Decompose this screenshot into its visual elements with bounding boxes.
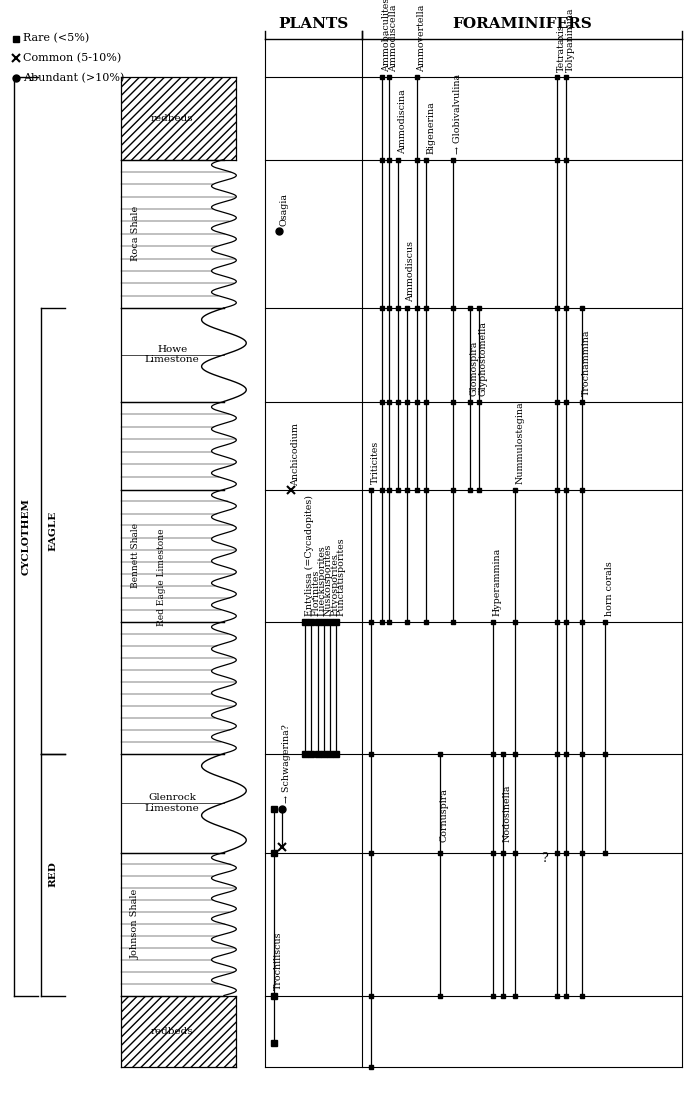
Text: → Globivalvulina: → Globivalvulina <box>453 74 462 154</box>
Text: Red Eagle Limestone: Red Eagle Limestone <box>157 529 167 626</box>
Text: Abundant (>10%): Abundant (>10%) <box>23 73 124 84</box>
Text: Florinites: Florinites <box>311 570 320 616</box>
Text: PLANTS: PLANTS <box>278 18 349 31</box>
Text: Ammodiscella: Ammodiscella <box>389 4 398 72</box>
Text: Bennett Shale: Bennett Shale <box>131 522 141 588</box>
Text: redbeds: redbeds <box>151 113 194 123</box>
Text: Common (5-10%): Common (5-10%) <box>23 53 121 64</box>
Bar <box>121 996 236 1067</box>
Text: Cornuspira: Cornuspira <box>440 788 449 842</box>
Text: Bigenerina: Bigenerina <box>426 101 435 154</box>
Text: Howe
Limestone: Howe Limestone <box>145 345 200 364</box>
Text: Glyphostomella: Glyphostomella <box>479 321 488 396</box>
Text: Ammovertella: Ammovertella <box>417 4 426 72</box>
Text: Anchicodium: Anchicodium <box>291 424 300 486</box>
Text: RED: RED <box>49 861 58 888</box>
Text: Nummulostegina: Nummulostegina <box>515 402 524 484</box>
Text: Trochiliscus: Trochiliscus <box>274 932 282 990</box>
Text: EAGLE: EAGLE <box>49 510 58 551</box>
Text: Rare (<5%): Rare (<5%) <box>23 33 89 44</box>
Text: Tetrataxis: Tetrataxis <box>557 24 566 72</box>
Text: Ammobaculites: Ammobaculites <box>382 0 391 72</box>
Text: Johnson Shale: Johnson Shale <box>131 889 141 959</box>
Text: redbeds: redbeds <box>151 1026 194 1036</box>
Text: Triticites: Triticites <box>371 441 380 484</box>
Text: Nodosinella: Nodosinella <box>503 784 512 842</box>
Text: Osagia: Osagia <box>279 192 288 226</box>
Text: Ammodiscus: Ammodiscus <box>407 242 415 302</box>
Bar <box>121 77 236 160</box>
Text: Pityosporites: Pityosporites <box>330 553 339 616</box>
Text: Glomospira: Glomospira <box>470 341 479 396</box>
Text: Ammodiscina: Ammodiscina <box>398 89 407 154</box>
Text: ?: ? <box>541 851 548 865</box>
Text: Entylissa (=Cycadopites): Entylissa (=Cycadopites) <box>305 495 314 616</box>
Text: Trochammina: Trochammina <box>582 330 591 396</box>
Text: FORAMINIFERS: FORAMINIFERS <box>452 18 592 31</box>
Text: horn corals: horn corals <box>605 561 614 616</box>
Text: Glenrock
Limestone: Glenrock Limestone <box>145 793 200 813</box>
Text: Tolypanimina: Tolypanimina <box>566 7 575 72</box>
Text: Hyperammina: Hyperammina <box>493 548 502 616</box>
Text: Nuskoisporites: Nuskoisporites <box>324 543 333 616</box>
Text: Punctatisporites: Punctatisporites <box>336 538 345 616</box>
Text: CYCLOTHEM: CYCLOTHEM <box>21 497 30 574</box>
Text: Roca Shale: Roca Shale <box>131 206 141 262</box>
Text: Lueckisporites: Lueckisporites <box>318 546 327 616</box>
Text: → Schwagerina?: → Schwagerina? <box>282 724 291 803</box>
